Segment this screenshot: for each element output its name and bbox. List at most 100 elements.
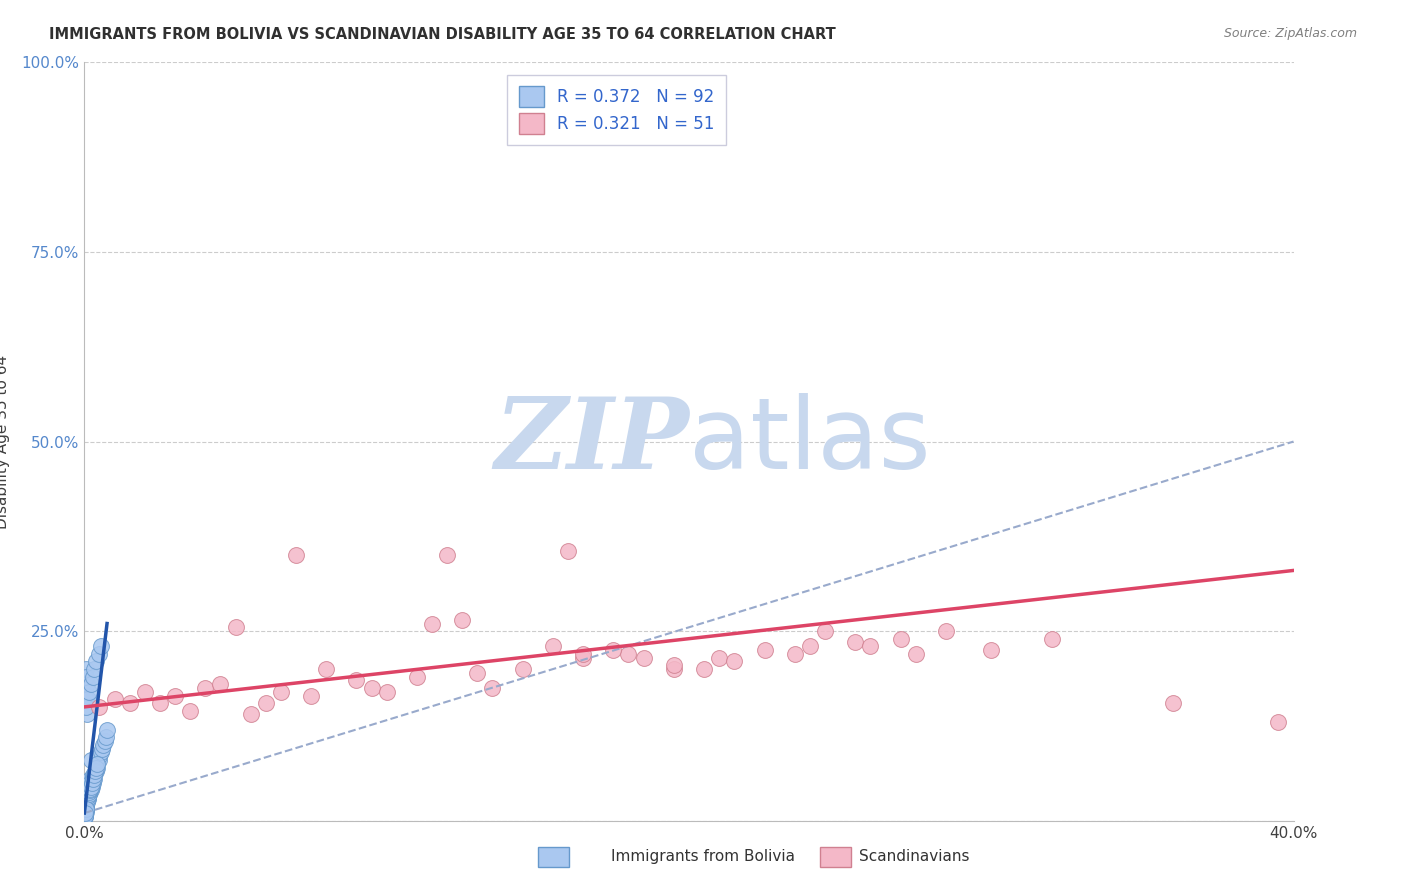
Point — [165, 689, 187, 703]
Point — [346, 673, 368, 688]
Point — [89, 749, 111, 764]
Point — [512, 662, 534, 676]
Point — [75, 795, 97, 809]
Point — [436, 548, 458, 563]
Point — [79, 783, 101, 797]
Point — [86, 655, 108, 669]
Point — [118, 696, 141, 710]
Point — [75, 798, 97, 813]
Text: atlas: atlas — [689, 393, 931, 490]
Point — [79, 776, 101, 790]
Point — [270, 685, 292, 699]
Point — [76, 787, 98, 801]
Point — [80, 677, 103, 691]
Point — [194, 681, 217, 695]
Point — [77, 692, 100, 706]
Point — [75, 806, 97, 821]
Point — [662, 658, 685, 673]
Point — [75, 805, 97, 819]
Point — [617, 647, 640, 661]
Point — [77, 780, 100, 794]
Point — [75, 800, 97, 814]
Point — [79, 685, 101, 699]
Point — [285, 548, 308, 563]
Point — [91, 741, 114, 756]
Point — [572, 647, 595, 661]
Point — [75, 806, 97, 821]
Point — [859, 639, 882, 653]
Point — [77, 783, 100, 797]
Point — [89, 699, 111, 714]
Point — [82, 776, 104, 790]
Point — [75, 795, 97, 809]
Point — [783, 647, 806, 661]
Point — [239, 707, 262, 722]
Point — [693, 662, 716, 676]
Point — [77, 792, 100, 806]
Point — [80, 780, 103, 794]
Y-axis label: Disability Age 35 to 64: Disability Age 35 to 64 — [0, 354, 10, 529]
Point — [76, 783, 98, 797]
Point — [75, 802, 97, 816]
Point — [76, 795, 98, 809]
Point — [77, 787, 100, 801]
Point — [73, 808, 96, 822]
Point — [76, 677, 98, 691]
Point — [75, 797, 97, 811]
Point — [179, 704, 201, 718]
Point — [90, 746, 112, 760]
Point — [420, 616, 443, 631]
Text: Source: ZipAtlas.com: Source: ZipAtlas.com — [1223, 27, 1357, 40]
Point — [86, 760, 108, 774]
Point — [406, 669, 429, 683]
Point — [633, 650, 655, 665]
Point — [77, 791, 100, 805]
Point — [76, 707, 98, 722]
Point — [75, 662, 97, 676]
Point — [96, 723, 118, 737]
Point — [75, 798, 97, 813]
Point — [84, 764, 107, 779]
Point — [82, 669, 104, 683]
Point — [80, 780, 103, 794]
Point — [76, 783, 98, 797]
Point — [299, 689, 322, 703]
Point — [980, 643, 1002, 657]
Point — [935, 624, 957, 639]
Point — [79, 772, 101, 786]
Point — [83, 662, 105, 676]
Point — [890, 632, 912, 646]
Point — [602, 643, 624, 657]
Point — [94, 730, 117, 744]
Point — [75, 807, 97, 822]
Legend: R = 0.372   N = 92, R = 0.321   N = 51: R = 0.372 N = 92, R = 0.321 N = 51 — [508, 75, 725, 145]
Point — [75, 787, 97, 801]
Point — [83, 768, 105, 782]
Point — [254, 696, 277, 710]
Point — [75, 669, 97, 683]
Point — [225, 620, 247, 634]
Point — [87, 647, 110, 661]
Point — [904, 647, 927, 661]
Point — [541, 639, 564, 653]
Point — [709, 650, 731, 665]
Point — [80, 753, 103, 767]
Point — [76, 780, 98, 794]
Point — [79, 781, 101, 796]
Point — [76, 797, 98, 811]
Point — [73, 807, 96, 822]
Point — [75, 795, 97, 809]
Point — [360, 681, 382, 695]
Point — [75, 795, 97, 809]
Point — [1040, 632, 1063, 646]
Point — [77, 787, 100, 801]
Text: Immigrants from Bolivia: Immigrants from Bolivia — [612, 849, 794, 863]
Point — [80, 776, 103, 790]
Point — [87, 753, 110, 767]
Point — [1267, 715, 1289, 730]
Point — [84, 764, 107, 779]
Point — [75, 802, 97, 816]
Point — [814, 624, 837, 639]
Point — [86, 756, 108, 771]
Point — [75, 802, 97, 816]
